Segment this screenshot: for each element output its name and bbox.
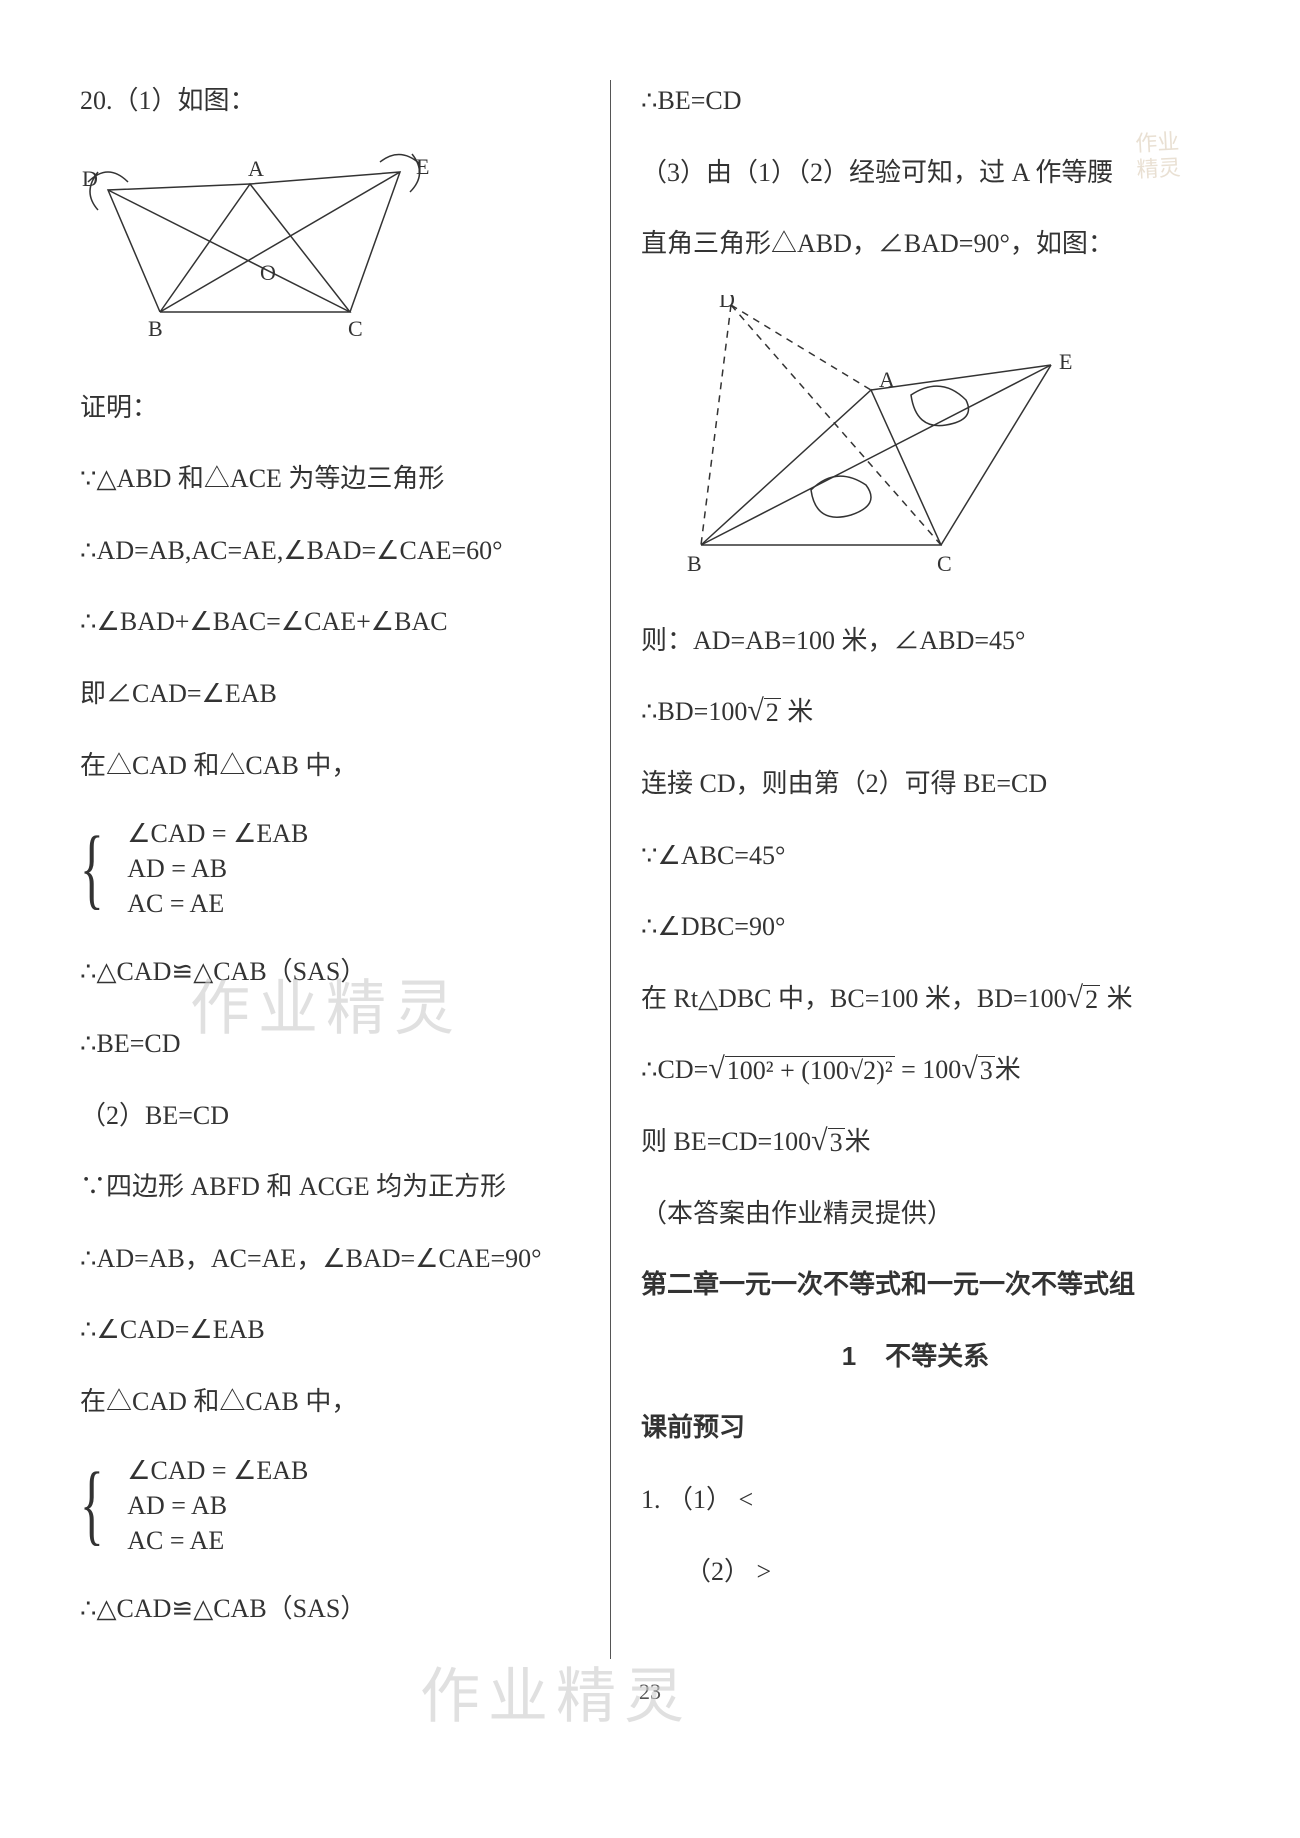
brace-1: { ∠CAD = ∠EAB AD = AB AC = AE <box>80 816 580 921</box>
r5-sqrt: 2 <box>764 698 781 728</box>
sqrt-icon: √3 <box>961 1056 994 1086</box>
columns: 20.（1）如图： <box>40 80 1260 1659</box>
sqrt-icon: √2 <box>747 698 780 728</box>
fig1-E: E <box>416 154 429 179</box>
fig2-D: D <box>719 295 735 312</box>
r10-pre: ∴CD= <box>641 1055 708 1084</box>
r9: 在 Rt△DBC 中，BC=100 米，BD=100√2 米 <box>641 978 1190 1020</box>
fig2-B: B <box>687 551 702 576</box>
brace1-c: AC = AE <box>127 886 308 921</box>
preview-heading: 课前预习 <box>641 1407 1190 1449</box>
l12: ∴AD=AB，AC=AE，∠BAD=∠CAE=90° <box>80 1238 580 1280</box>
r11: 则 BE=CD=100√3米 <box>641 1121 1190 1163</box>
r6: 连接 CD，则由第（2）可得 BE=CD <box>641 763 1190 805</box>
r8: ∴∠DBC=90° <box>641 906 1190 948</box>
fig2-E: E <box>1059 349 1072 374</box>
section-heading: 1 不等关系 <box>641 1336 1190 1378</box>
l11: ∵四边形 ABFD 和 ACGE 均为正方形 <box>80 1166 580 1208</box>
stamp-line2: 精灵 <box>1136 155 1181 182</box>
r11-sqrt: 3 <box>828 1128 845 1158</box>
r4: 则：AD=AB=100 米，∠ABD=45° <box>641 620 1190 662</box>
brace-2: { ∠CAD = ∠EAB AD = AB AC = AE <box>80 1453 580 1558</box>
fig1-A: A <box>248 156 264 181</box>
l7: 在△CAD 和△CAB 中， <box>80 745 580 787</box>
stamp-watermark: 作业 精灵 <box>1135 129 1182 184</box>
fig1-C: C <box>348 316 363 341</box>
r12: （本答案由作业精灵提供） <box>641 1193 1190 1235</box>
brace2-c: AC = AE <box>127 1523 308 1558</box>
r10-expr: 100² + (100√2)² <box>725 1056 895 1086</box>
r9-post: 米 <box>1100 984 1133 1013</box>
chapter-heading: 第二章一元一次不等式和一元一次不等式组 <box>641 1264 1190 1306</box>
brace1-b: AD = AB <box>127 851 308 886</box>
r14: （2） > <box>641 1551 1190 1593</box>
l3: ∵△ABD 和△ACE 为等边三角形 <box>80 458 580 500</box>
section-title: 不等关系 <box>885 1341 989 1371</box>
proof-head: 证明： <box>80 387 580 429</box>
r2: （3）由（1）（2）经验可知，过 A 作等腰 <box>641 152 1190 194</box>
l5: ∴∠BAD+∠BAC=∠CAE+∠BAC <box>80 601 580 643</box>
r13: 1. （1） < <box>641 1479 1190 1521</box>
r11-pre: 则 BE=CD= <box>641 1127 772 1156</box>
l9: ∴BE=CD <box>80 1023 580 1065</box>
figure-2-svg: A B C D E <box>641 295 1091 585</box>
r10-eq: = 100 <box>895 1055 962 1084</box>
figure-2: A B C D E <box>641 295 1190 590</box>
brace-2-lines: ∠CAD = ∠EAB AD = AB AC = AE <box>127 1453 308 1558</box>
left-column: 20.（1）如图： <box>40 80 610 1659</box>
l4: ∴AD=AB,AC=AE,∠BAD=∠CAE=60° <box>80 530 580 572</box>
fig1-D: D <box>82 166 98 191</box>
fig2-C: C <box>937 551 952 576</box>
brace-1-lines: ∠CAD = ∠EAB AD = AB AC = AE <box>127 816 308 921</box>
l10: （2）BE=CD <box>80 1095 580 1137</box>
brace1-a: ∠CAD = ∠EAB <box>127 816 308 851</box>
r10-sqrt: 3 <box>978 1056 995 1086</box>
r9-sqrt: 2 <box>1083 985 1100 1015</box>
r5: ∴BD=100√2 米 <box>641 691 1190 733</box>
r3: 直角三角形△ABD，∠BAD=90°，如图： <box>641 223 1190 265</box>
l14: 在△CAD 和△CAB 中， <box>80 1381 580 1423</box>
fig1-O: O <box>260 260 276 285</box>
r11-num: 100 <box>772 1127 811 1156</box>
l13: ∴∠CAD=∠EAB <box>80 1309 580 1351</box>
r9-a: 在 Rt△DBC 中，BC=100 米，BD= <box>641 984 1028 1013</box>
sqrt-icon: √100² + (100√2)² <box>708 1056 894 1086</box>
sqrt-icon: √2 <box>1067 985 1100 1015</box>
sqrt-icon: √3 <box>811 1128 844 1158</box>
figure-1: A B C D E O <box>80 152 580 357</box>
page: 作业 精灵 20.（1）如图： <box>0 0 1300 1745</box>
r1: ∴BE=CD <box>641 80 1190 122</box>
fig1-B: B <box>148 316 163 341</box>
figure-1-svg: A B C D E O <box>80 152 440 352</box>
section-num: 1 <box>842 1341 856 1371</box>
brace2-a: ∠CAD = ∠EAB <box>127 1453 308 1488</box>
r9-num: 100 <box>1028 984 1067 1013</box>
right-column: ∴BE=CD （3）由（1）（2）经验可知，过 A 作等腰 直角三角形△ABD，… <box>610 80 1230 1659</box>
q20-1-head: 20.（1）如图： <box>80 80 580 122</box>
r5-pre: ∴BD= <box>641 697 708 726</box>
r10: ∴CD=√100² + (100√2)² = 100√3米 <box>641 1049 1190 1091</box>
r7: ∵∠ABC=45° <box>641 835 1190 877</box>
r5-post: 米 <box>781 697 814 726</box>
r11-post: 米 <box>845 1127 871 1156</box>
brace-icon: { <box>80 1460 104 1550</box>
l15: ∴△CAD≌△CAB（SAS） <box>80 1588 580 1630</box>
fig2-A: A <box>879 367 895 392</box>
r10-post: 米 <box>995 1055 1021 1084</box>
brace-icon: { <box>80 824 104 914</box>
brace2-b: AD = AB <box>127 1488 308 1523</box>
stamp-line1: 作业 <box>1135 129 1180 156</box>
r5-num: 100 <box>708 697 747 726</box>
l6: 即∠CAD=∠EAB <box>80 673 580 715</box>
l8: ∴△CAD≌△CAB（SAS） <box>80 951 580 993</box>
page-number: 23 <box>40 1679 1260 1705</box>
